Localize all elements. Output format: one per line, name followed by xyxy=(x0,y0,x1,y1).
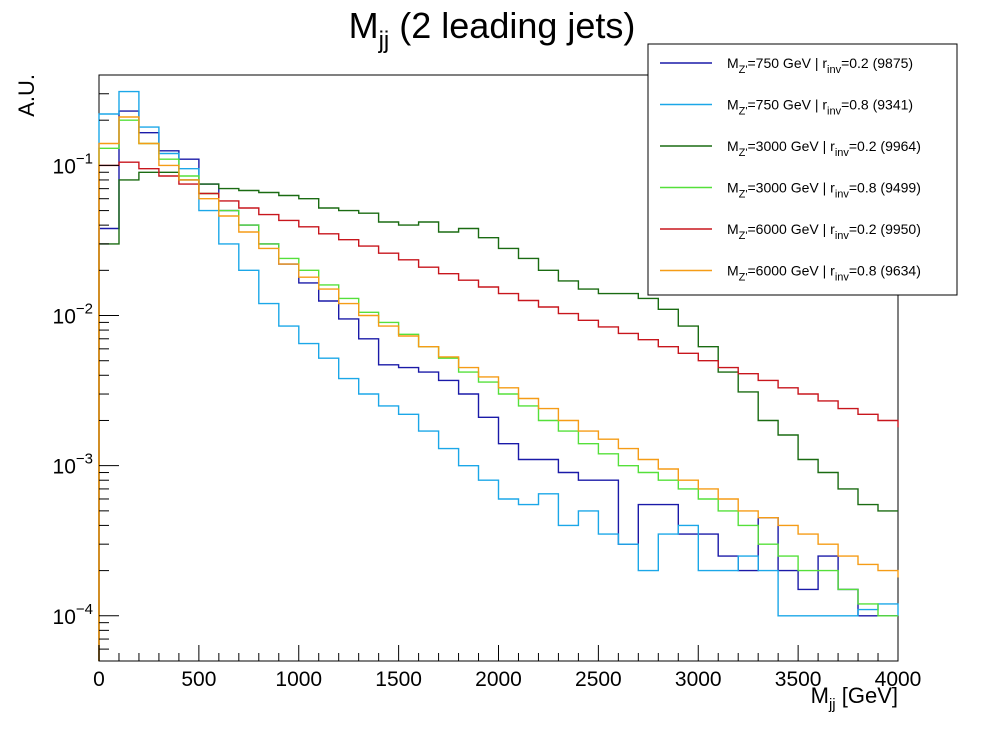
plot-area: 0 500 1000 1500 2000 2500 3000 3500 4000 10−110−… xyxy=(53,74,921,691)
legend-label-part: Z' xyxy=(739,272,748,284)
x-tick-label: 3000 xyxy=(675,668,722,691)
x-tick-label: 500 xyxy=(181,668,216,691)
series-4-line xyxy=(98,119,898,661)
x-axis-title: Mjj [GeV] xyxy=(811,683,898,713)
legend-label-part: =6000 GeV | r xyxy=(748,221,836,237)
legend-box xyxy=(647,43,958,296)
x-tick-label: 2500 xyxy=(575,668,622,691)
legend-label-part: M xyxy=(727,97,739,113)
x-tick-label: 3500 xyxy=(775,668,822,691)
legend-label-part: inv xyxy=(827,106,842,118)
y-axis-title: A.U. xyxy=(14,74,39,117)
chart-title-sub: jj xyxy=(378,27,390,54)
y-tick-label: 10−1 xyxy=(53,150,93,178)
legend-label: MZ'=3000 GeV | rinv=0.2 (9964) xyxy=(727,138,921,159)
legend: MZ'=750 GeV | rinv=0.2 (9875)MZ'=750 GeV… xyxy=(647,43,958,296)
y-axis: 10−110−210−310−4 xyxy=(53,74,119,662)
legend-label-part: Z' xyxy=(739,106,748,118)
x-tick-label: 0 xyxy=(93,668,105,691)
legend-label-part: M xyxy=(727,138,739,154)
legend-label-part: inv xyxy=(835,189,850,201)
legend-label-part: Z' xyxy=(739,64,748,76)
legend-label: MZ'=750 GeV | rinv=0.8 (9341) xyxy=(727,97,913,118)
chart-title-rest: (2 leading jets) xyxy=(389,5,635,46)
legend-label-part: =0.2 (9875) xyxy=(841,55,913,71)
series-4 xyxy=(98,119,898,661)
legend-label: MZ'=750 GeV | rinv=0.2 (9875) xyxy=(727,55,913,76)
legend-label-part: =0.2 (9950) xyxy=(849,221,921,237)
legend-entry-3: MZ'=3000 GeV | rinv=0.2 (9964) xyxy=(660,138,921,159)
y-tick-base: 10 xyxy=(53,606,76,629)
legend-label: MZ'=6000 GeV | rinv=0.8 (9634) xyxy=(727,263,921,284)
x-axis-title-rest: [GeV] xyxy=(836,683,898,708)
series-3-line xyxy=(98,171,898,661)
x-axis: 0 500 1000 1500 2000 2500 3000 3500 4000 xyxy=(93,645,921,691)
legend-entry-5: MZ'=6000 GeV | rinv=0.2 (9950) xyxy=(660,221,921,242)
x-tick-label: 1500 xyxy=(375,668,422,691)
y-tick-exponent: −4 xyxy=(76,601,93,618)
x-axis-title-sub: jj xyxy=(828,696,836,713)
legend-label-part: =3000 GeV | r xyxy=(748,180,836,196)
legend-label-part: inv xyxy=(827,64,842,76)
legend-label-part: inv xyxy=(835,272,850,284)
chart-title-main: M xyxy=(349,5,379,46)
series-2 xyxy=(98,90,899,661)
legend-entry-6: MZ'=6000 GeV | rinv=0.8 (9634) xyxy=(660,263,921,284)
chart-title: Mjj (2 leading jets) xyxy=(349,5,636,54)
legend-label-part: M xyxy=(727,221,739,237)
x-tick-label: 4000 xyxy=(875,668,922,691)
legend-label-part: =0.8 (9499) xyxy=(849,180,921,196)
series-6 xyxy=(98,116,899,661)
series-3 xyxy=(98,171,898,661)
y-tick-label: 10−2 xyxy=(53,301,93,329)
legend-label: MZ'=3000 GeV | rinv=0.8 (9499) xyxy=(727,180,921,201)
legend-entry-4: MZ'=3000 GeV | rinv=0.8 (9499) xyxy=(660,180,921,201)
legend-label-part: Z' xyxy=(739,189,748,201)
y-tick-base: 10 xyxy=(53,155,76,178)
legend-label-part: =6000 GeV | r xyxy=(748,263,836,279)
legend-label-part: =3000 GeV | r xyxy=(748,138,836,154)
legend-label-part: =750 GeV | r xyxy=(748,97,828,113)
series-5-line xyxy=(98,161,899,661)
legend-label-part: =0.8 (9341) xyxy=(841,97,913,113)
x-tick-label: 2000 xyxy=(475,668,522,691)
legend-entry-2: MZ'=750 GeV | rinv=0.8 (9341) xyxy=(660,97,913,118)
legend-label-part: M xyxy=(727,55,739,71)
legend-label-part: Z' xyxy=(739,230,748,242)
legend-label-part: Z' xyxy=(739,147,748,159)
legend-label-part: =750 GeV | r xyxy=(748,55,828,71)
y-tick-label: 10−3 xyxy=(53,451,93,479)
y-tick-label: 10−4 xyxy=(53,601,93,629)
series-6-line xyxy=(98,116,899,661)
legend-label-part: inv xyxy=(835,230,850,242)
y-tick-exponent: −3 xyxy=(76,451,93,468)
x-axis-title-main: M xyxy=(811,683,829,708)
y-tick-base: 10 xyxy=(53,456,76,479)
legend-label-part: =0.2 (9964) xyxy=(849,138,921,154)
y-tick-exponent: −1 xyxy=(76,150,93,167)
y-tick-base: 10 xyxy=(53,306,76,329)
legend-label-part: =0.8 (9634) xyxy=(849,263,921,279)
series-2-line xyxy=(98,90,899,661)
legend-label-part: inv xyxy=(835,147,850,159)
legend-label: MZ'=6000 GeV | rinv=0.2 (9950) xyxy=(727,221,921,242)
legend-entry-1: MZ'=750 GeV | rinv=0.2 (9875) xyxy=(660,55,913,76)
y-tick-exponent: −2 xyxy=(76,301,93,318)
legend-label-part: M xyxy=(727,263,739,279)
legend-label-part: M xyxy=(727,180,739,196)
series-5 xyxy=(98,161,899,661)
series-layer xyxy=(98,90,899,661)
x-tick-label: 1000 xyxy=(275,668,322,691)
